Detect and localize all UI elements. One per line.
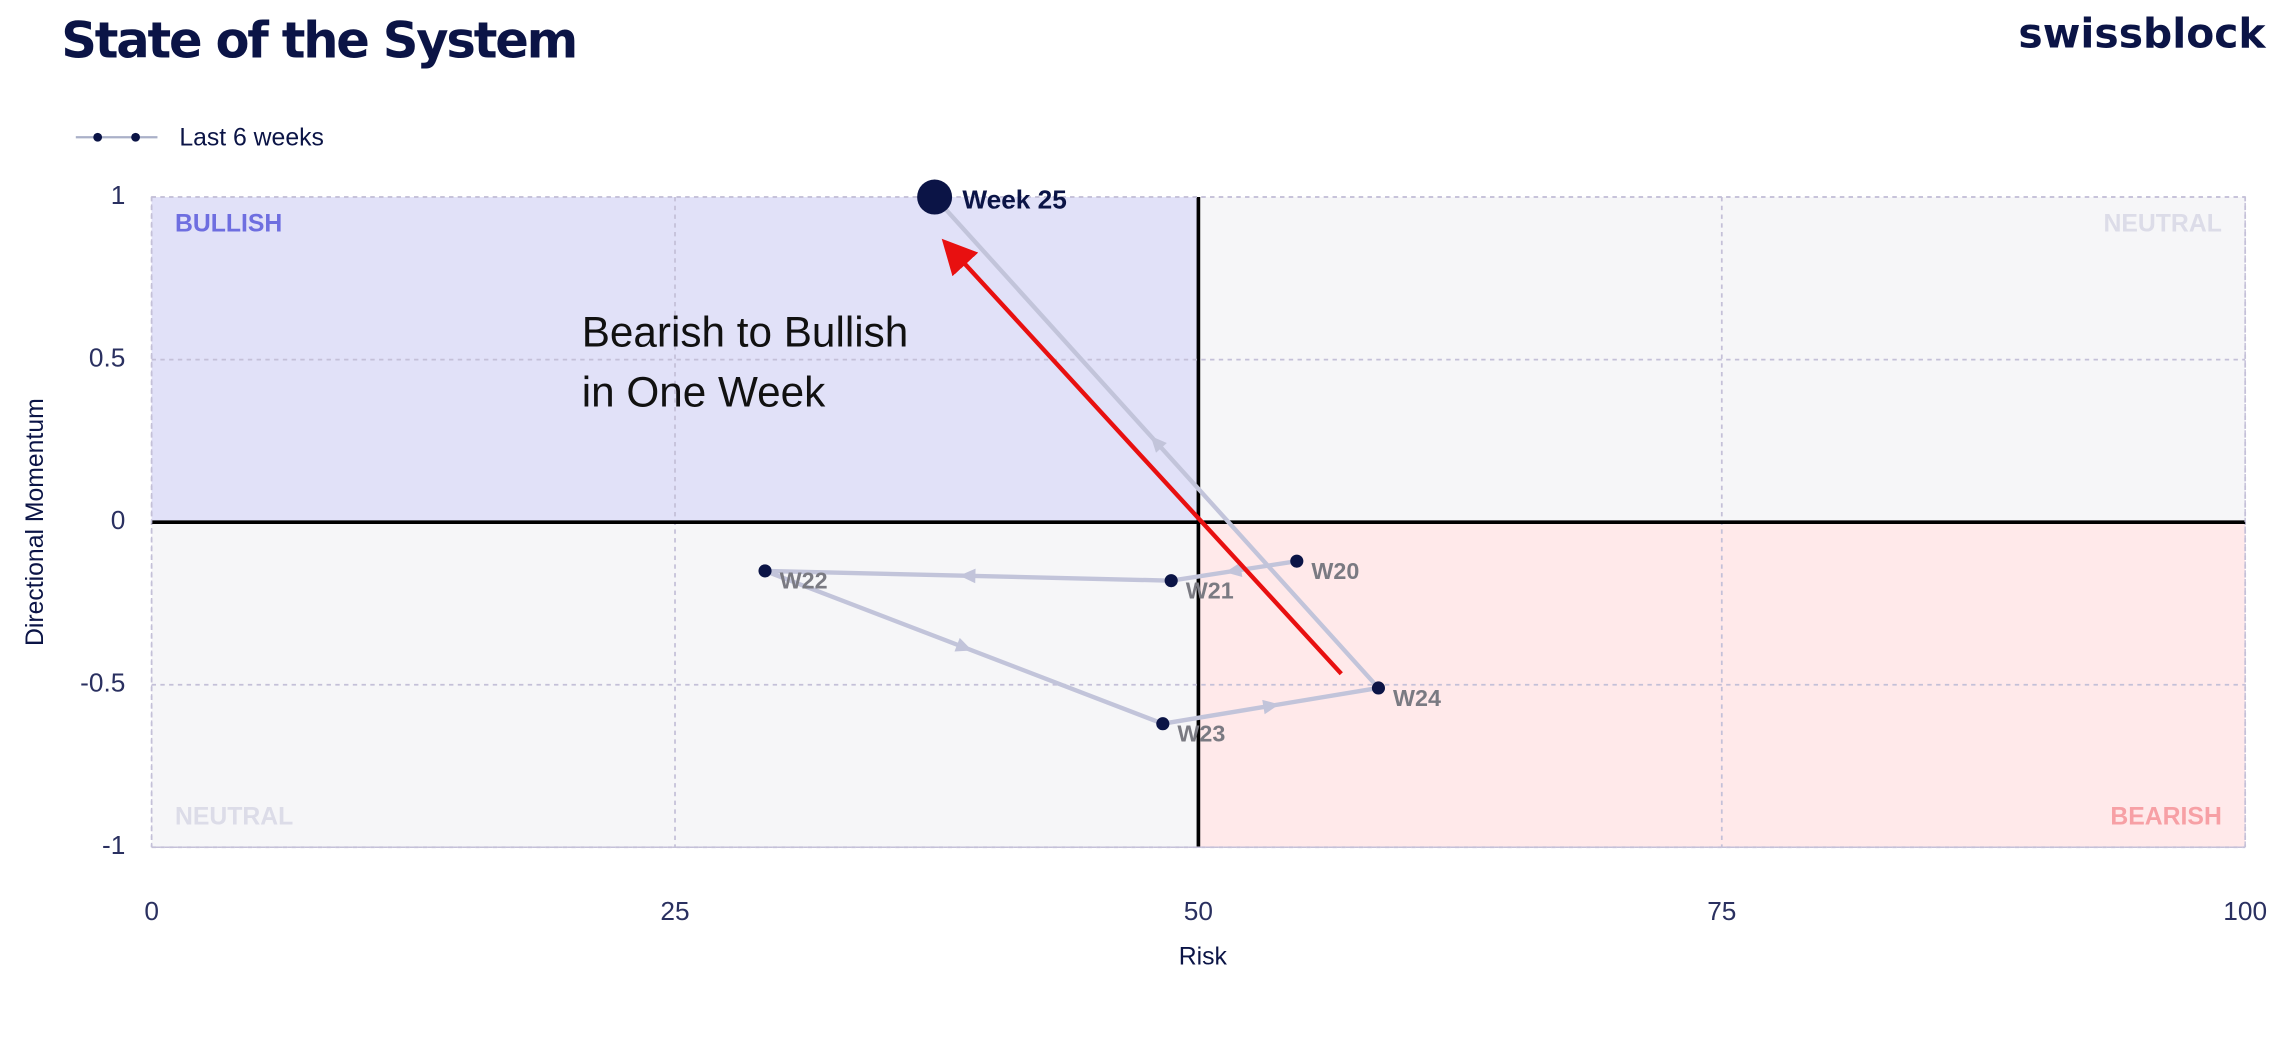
point: [917, 179, 953, 215]
point-label: W20: [1311, 558, 1359, 584]
x-tick-label: 25: [660, 896, 689, 926]
point: [1290, 554, 1304, 568]
point: [758, 564, 772, 578]
annotation: in One Week: [582, 368, 826, 415]
y-tick-label: -1: [102, 830, 125, 860]
direction-arrow: [1262, 699, 1280, 715]
quadrant-label: NEUTRAL: [2104, 210, 2222, 237]
point-label: W22: [780, 568, 828, 594]
direction-arrow: [954, 637, 973, 652]
legend-marker: [93, 132, 103, 142]
y-tick-label: 1: [111, 180, 126, 210]
quadrant-label: BEARISH: [2110, 804, 2221, 831]
quadrant-bullish: [151, 197, 1199, 523]
quadrant-label: NEUTRAL: [175, 804, 293, 831]
y-tick-label: 0: [111, 505, 126, 535]
x-axis-label: Risk: [1179, 944, 1228, 971]
direction-arrow: [1150, 436, 1167, 453]
point: [1371, 681, 1386, 695]
point-label: W23: [1177, 721, 1225, 747]
x-tick-label: 50: [1184, 896, 1213, 926]
annotation-arrow: [941, 238, 1343, 676]
x-tick-label: 0: [144, 896, 159, 926]
point: [1164, 574, 1178, 588]
plot-border: [150, 196, 2246, 848]
plot-area: BULLISH NEUTRAL NEUTRAL BEARISH 0 25 50 75 100 1 0…: [80, 179, 2267, 926]
y-tick-label: -0.5: [80, 668, 125, 698]
logo: swissblock: [2018, 10, 2266, 58]
point-label: Week 25: [962, 184, 1067, 214]
point-label: W21: [1186, 577, 1234, 603]
legend-marker: [131, 132, 140, 142]
quadrant-label: BULLISH: [175, 210, 282, 237]
x-tick-label: 75: [1707, 896, 1736, 926]
y-axis-label: Directional Momentum: [22, 398, 49, 646]
point-label: W24: [1393, 685, 1441, 711]
chart-title: State of the System: [61, 11, 576, 69]
annotation: Bearish to Bullish: [582, 309, 909, 356]
direction-arrow: [959, 568, 976, 584]
legend-label: Last 6 weeks: [179, 124, 324, 151]
x-tick-label: 100: [2223, 896, 2267, 926]
direction-arrow: [1225, 562, 1243, 577]
y-tick-label: 0.5: [89, 343, 125, 373]
point: [1156, 717, 1170, 731]
